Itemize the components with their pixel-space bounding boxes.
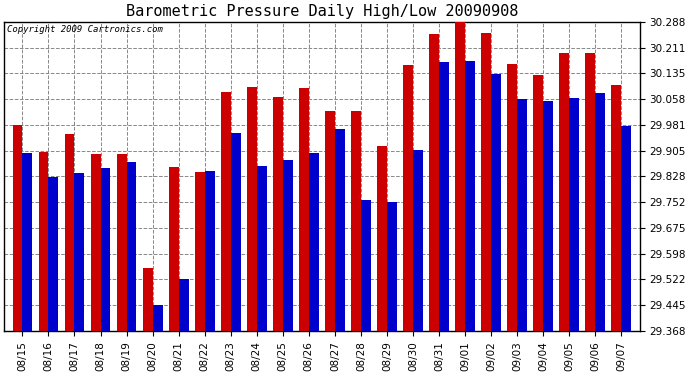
Bar: [230, 133, 241, 331]
Bar: [585, 53, 595, 331]
Bar: [195, 172, 205, 331]
Bar: [325, 111, 335, 331]
Bar: [507, 64, 518, 331]
Bar: [518, 99, 527, 331]
Bar: [22, 153, 32, 331]
Bar: [560, 53, 569, 331]
Bar: [377, 146, 387, 331]
Bar: [283, 160, 293, 331]
Bar: [247, 87, 257, 331]
Bar: [481, 33, 491, 331]
Bar: [205, 171, 215, 331]
Bar: [179, 279, 188, 331]
Bar: [273, 98, 283, 331]
Bar: [39, 152, 48, 331]
Text: Copyright 2009 Cartronics.com: Copyright 2009 Cartronics.com: [8, 25, 164, 34]
Bar: [361, 200, 371, 331]
Bar: [101, 168, 110, 331]
Bar: [143, 268, 152, 331]
Bar: [491, 74, 501, 331]
Bar: [611, 85, 622, 331]
Bar: [335, 129, 345, 331]
Bar: [533, 75, 543, 331]
Title: Barometric Pressure Daily High/Low 20090908: Barometric Pressure Daily High/Low 20090…: [126, 4, 518, 19]
Bar: [543, 101, 553, 331]
Bar: [221, 92, 230, 331]
Bar: [387, 202, 397, 331]
Bar: [429, 34, 439, 331]
Bar: [152, 305, 163, 331]
Bar: [65, 134, 75, 331]
Bar: [569, 98, 579, 331]
Bar: [413, 150, 423, 331]
Bar: [75, 173, 84, 331]
Bar: [455, 18, 465, 331]
Bar: [12, 125, 22, 331]
Bar: [403, 65, 413, 331]
Bar: [90, 154, 101, 331]
Bar: [257, 166, 266, 331]
Bar: [622, 126, 631, 331]
Bar: [48, 177, 59, 331]
Bar: [595, 93, 605, 331]
Bar: [126, 162, 137, 331]
Bar: [439, 62, 449, 331]
Bar: [351, 111, 361, 331]
Bar: [117, 154, 126, 331]
Bar: [309, 153, 319, 331]
Bar: [465, 61, 475, 331]
Bar: [169, 167, 179, 331]
Bar: [299, 88, 309, 331]
